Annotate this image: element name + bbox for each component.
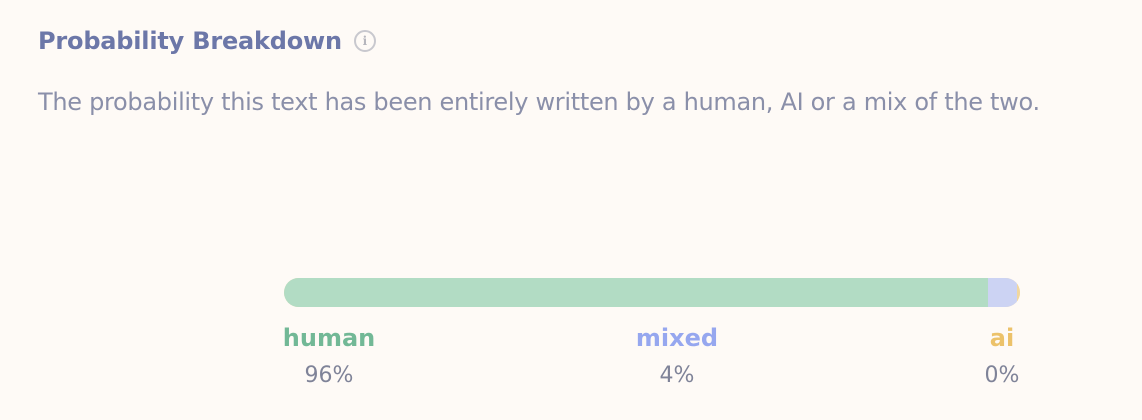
description-text: The probability this text has been entir… bbox=[38, 88, 1040, 116]
legend-value-human: 96% bbox=[304, 363, 354, 388]
probability-bar bbox=[284, 278, 1020, 307]
bar-segment-ai bbox=[1017, 278, 1020, 307]
info-icon[interactable]: i bbox=[353, 30, 376, 52]
legend-mixed: mixed 4% bbox=[597, 322, 757, 390]
bar-segment-human bbox=[284, 278, 988, 307]
legend-label-ai: ai bbox=[989, 324, 1015, 352]
legend-label-human: human bbox=[282, 324, 376, 352]
bar-segment-mixed bbox=[987, 278, 1018, 307]
card-header: Probability Breakdown i bbox=[38, 24, 376, 58]
legend-ai: ai 0% bbox=[922, 322, 1082, 390]
legend-human: human 96% bbox=[249, 322, 409, 390]
page-title: Probability Breakdown bbox=[38, 27, 342, 55]
legend-label-mixed: mixed bbox=[635, 324, 719, 352]
legend-value-mixed: 4% bbox=[659, 363, 695, 388]
legend-value-ai: 0% bbox=[984, 363, 1020, 388]
